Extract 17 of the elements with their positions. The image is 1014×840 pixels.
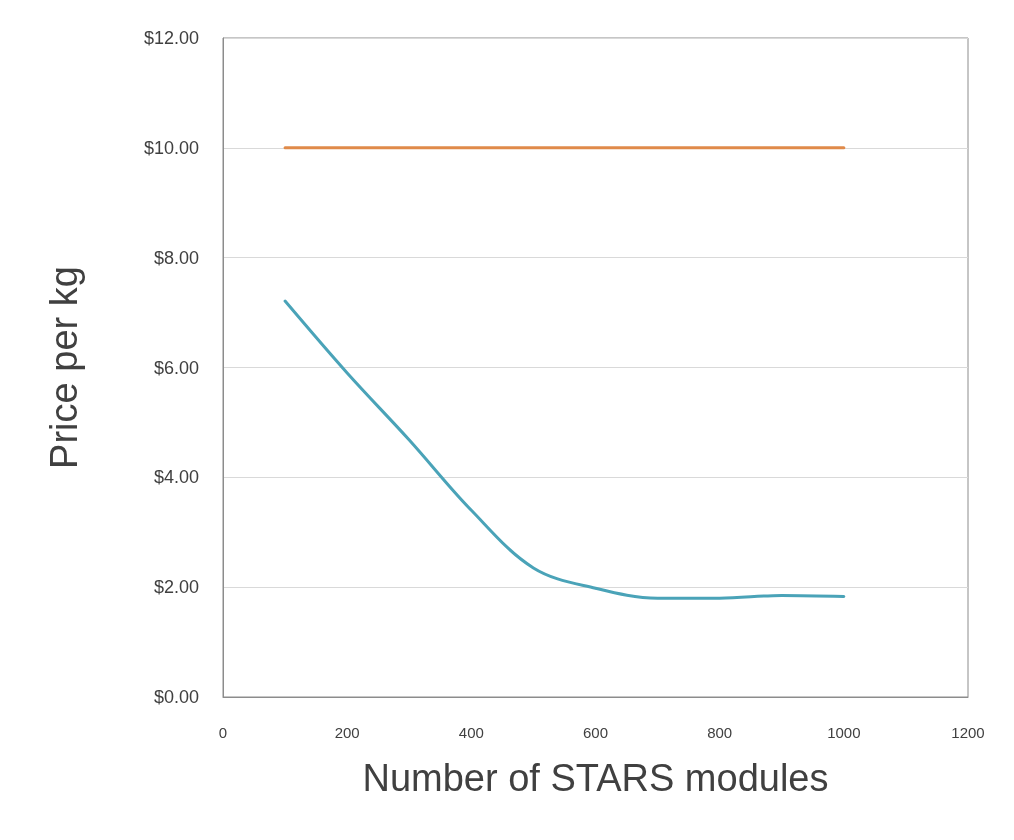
y-tick-label: $0.00	[153, 687, 199, 707]
x-tick-label: 600	[582, 724, 609, 741]
y-axis-title: Price per kg	[43, 266, 85, 469]
y-tick-label: $2.00	[153, 577, 199, 598]
x-tick-label: 1000	[827, 724, 861, 741]
y-tick-label: $12.00	[143, 28, 199, 48]
x-tick-label: 0	[218, 724, 228, 741]
x-axis-title: Number of STARS modules	[362, 757, 829, 799]
x-tick-label: 400	[458, 724, 484, 741]
y-tick-label: $8.00	[153, 247, 199, 268]
line-series	[283, 299, 846, 600]
x-tick-label: 800	[707, 724, 733, 741]
x-tick-label: 200	[334, 724, 360, 741]
y-tick-label: $6.00	[153, 357, 199, 378]
x-tick-label: 1200	[951, 724, 985, 741]
y-tick-label: $4.00	[153, 467, 199, 488]
y-tick-label: $10.00	[143, 137, 199, 158]
